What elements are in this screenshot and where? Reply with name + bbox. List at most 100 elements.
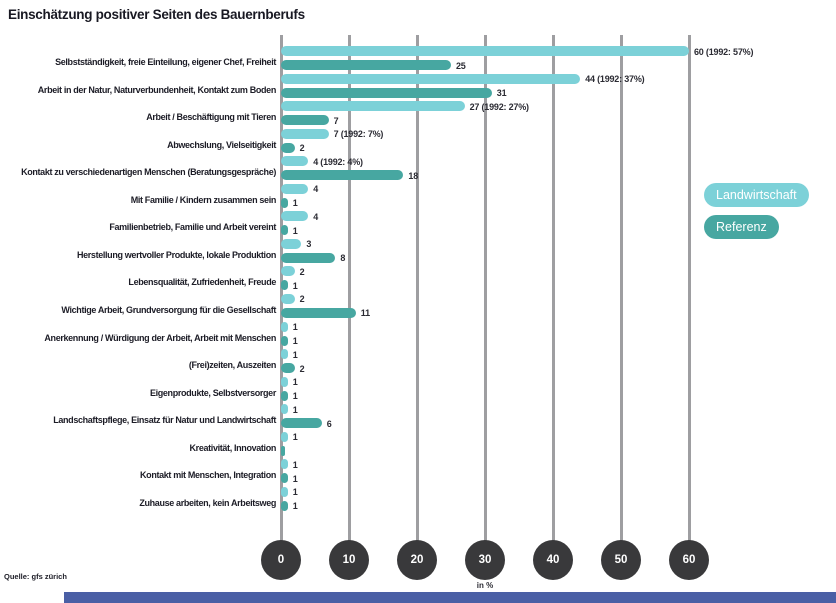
bar-landwirtschaft bbox=[281, 73, 581, 84]
bar-landwirtschaft bbox=[281, 156, 309, 167]
bar-referenz bbox=[281, 335, 288, 346]
bar-value-label: 2 bbox=[299, 294, 305, 305]
bar-landwirtschaft bbox=[281, 349, 288, 360]
x-axis-tick: 0 bbox=[261, 540, 301, 580]
category-label: (Frei)zeiten, Auszeiten bbox=[188, 360, 276, 371]
bar-value-label: 8 bbox=[340, 253, 346, 264]
gridline bbox=[619, 35, 623, 547]
bar-value-label: 1 bbox=[292, 432, 298, 443]
gridline bbox=[415, 35, 419, 547]
bar-value-label: 2 bbox=[299, 363, 305, 374]
bar-landwirtschaft bbox=[281, 321, 288, 332]
bar-value-label: 27 (1992: 27%) bbox=[469, 101, 529, 112]
category-label: Familienbetrieb, Familie und Arbeit vere… bbox=[109, 222, 276, 233]
gridline bbox=[279, 35, 283, 547]
bar-referenz bbox=[281, 307, 356, 318]
bar-referenz bbox=[281, 142, 295, 153]
bar-landwirtschaft bbox=[281, 459, 288, 470]
x-axis-tick: 30 bbox=[465, 540, 505, 580]
bar-landwirtschaft bbox=[281, 431, 288, 442]
x-axis-tick: 50 bbox=[601, 540, 641, 580]
bar-referenz bbox=[281, 445, 285, 456]
bar-landwirtschaft bbox=[281, 128, 329, 139]
gridline bbox=[551, 35, 555, 547]
category-label: Arbeit in der Natur, Naturverbundenheit,… bbox=[37, 84, 277, 95]
bar-landwirtschaft bbox=[281, 486, 288, 497]
bar-value-label: 1 bbox=[292, 280, 298, 291]
category-label: Selbstständigkeit, freie Einteilung, eig… bbox=[55, 57, 276, 67]
legend-item-referenz: Referenz bbox=[704, 215, 779, 239]
bar-value-label: 1 bbox=[292, 336, 298, 346]
bar-referenz bbox=[281, 87, 492, 98]
category-label: Kontakt mit Menschen, Integration bbox=[140, 470, 276, 481]
bar-value-label: 1 bbox=[292, 349, 298, 360]
gridline bbox=[687, 35, 691, 547]
bar-value-label: 2 bbox=[299, 143, 305, 154]
bar-landwirtschaft bbox=[281, 211, 309, 222]
bar-value-label: 4 (1992: 4%) bbox=[313, 156, 363, 167]
bar-value-label: 1 bbox=[292, 459, 298, 470]
category-label: Eigenprodukte, Selbstversorger bbox=[149, 387, 276, 398]
bar-value-label: 25 bbox=[456, 60, 466, 71]
bar-referenz bbox=[281, 363, 295, 374]
bar-value-label: 6 bbox=[326, 418, 332, 429]
bar-value-label: 11 bbox=[360, 308, 370, 319]
category-label: Zuhause arbeiten, kein Arbeitsweg bbox=[139, 497, 276, 508]
bar-landwirtschaft bbox=[281, 376, 288, 387]
category-label: Lebensqualität, Zufriedenheit, Freude bbox=[128, 277, 276, 288]
category-label: Arbeit / Beschäftigung mit Tieren bbox=[146, 112, 276, 123]
bar-value-label: 7 (1992: 7%) bbox=[333, 129, 384, 140]
source-note: Quelle: gfs zürich bbox=[4, 572, 67, 581]
bar-value-label: 1 bbox=[292, 404, 298, 415]
bar-referenz bbox=[281, 115, 329, 126]
bar-value-label: 4 bbox=[313, 211, 318, 222]
bar-referenz bbox=[281, 170, 404, 181]
bar-value-label: 1 bbox=[292, 377, 298, 388]
x-axis-tick: 20 bbox=[397, 540, 437, 580]
bar-landwirtschaft bbox=[281, 238, 302, 249]
category-label: Wichtige Arbeit, Grundversorgung für die… bbox=[61, 304, 276, 315]
bar-value-label: 1 bbox=[292, 473, 298, 484]
gridline bbox=[483, 35, 487, 547]
x-axis-unit-label: in % bbox=[476, 581, 494, 590]
bar-landwirtschaft bbox=[281, 101, 465, 112]
bar-value-label: 18 bbox=[408, 170, 419, 181]
category-label: Abwechslung, Vielseitigkeit bbox=[167, 139, 276, 150]
bar-referenz bbox=[281, 225, 288, 236]
bar-value-label: 1 bbox=[292, 391, 298, 402]
bar-referenz bbox=[281, 500, 288, 511]
bar-value-label: 1 bbox=[292, 322, 298, 332]
bar-referenz bbox=[281, 60, 451, 70]
bar-landwirtschaft bbox=[281, 266, 295, 277]
legend-item-landwirtschaft: Landwirtschaft bbox=[704, 183, 809, 207]
bar-referenz bbox=[281, 473, 288, 484]
gridline bbox=[347, 35, 351, 547]
bar-landwirtschaft bbox=[281, 404, 288, 415]
bar-referenz bbox=[281, 418, 322, 429]
bottom-accent-bar bbox=[64, 592, 836, 603]
category-label: Landschaftspflege, Einsatz für Natur und… bbox=[53, 415, 276, 426]
x-axis-tick: 40 bbox=[533, 540, 573, 580]
category-label: Mit Familie / Kindern zusammen sein bbox=[130, 194, 277, 205]
x-axis-tick: 10 bbox=[329, 540, 369, 580]
bar-referenz bbox=[281, 280, 288, 291]
bar-value-label: 4 bbox=[313, 184, 318, 195]
bar-referenz bbox=[281, 197, 288, 208]
bar-value-label: 1 bbox=[292, 487, 298, 498]
bar-landwirtschaft bbox=[281, 293, 295, 304]
chart-title: Einschätzung positiver Seiten des Bauern… bbox=[8, 7, 305, 22]
bar-referenz bbox=[281, 252, 336, 263]
category-label: Anerkennung / Würdigung der Arbeit, Arbe… bbox=[44, 332, 276, 343]
bar-referenz bbox=[281, 390, 288, 401]
bar-landwirtschaft bbox=[281, 183, 309, 194]
bar-value-label: 2 bbox=[299, 266, 305, 277]
bar-landwirtschaft bbox=[281, 46, 689, 56]
bar-value-label: 31 bbox=[496, 88, 507, 99]
x-axis-tick: 60 bbox=[669, 540, 709, 580]
bar-value-label: 3 bbox=[306, 239, 312, 250]
bar-value-label: 7 bbox=[333, 115, 339, 126]
bar-value-label: 1 bbox=[292, 501, 298, 512]
category-label: Kreativität, Innovation bbox=[189, 442, 277, 453]
